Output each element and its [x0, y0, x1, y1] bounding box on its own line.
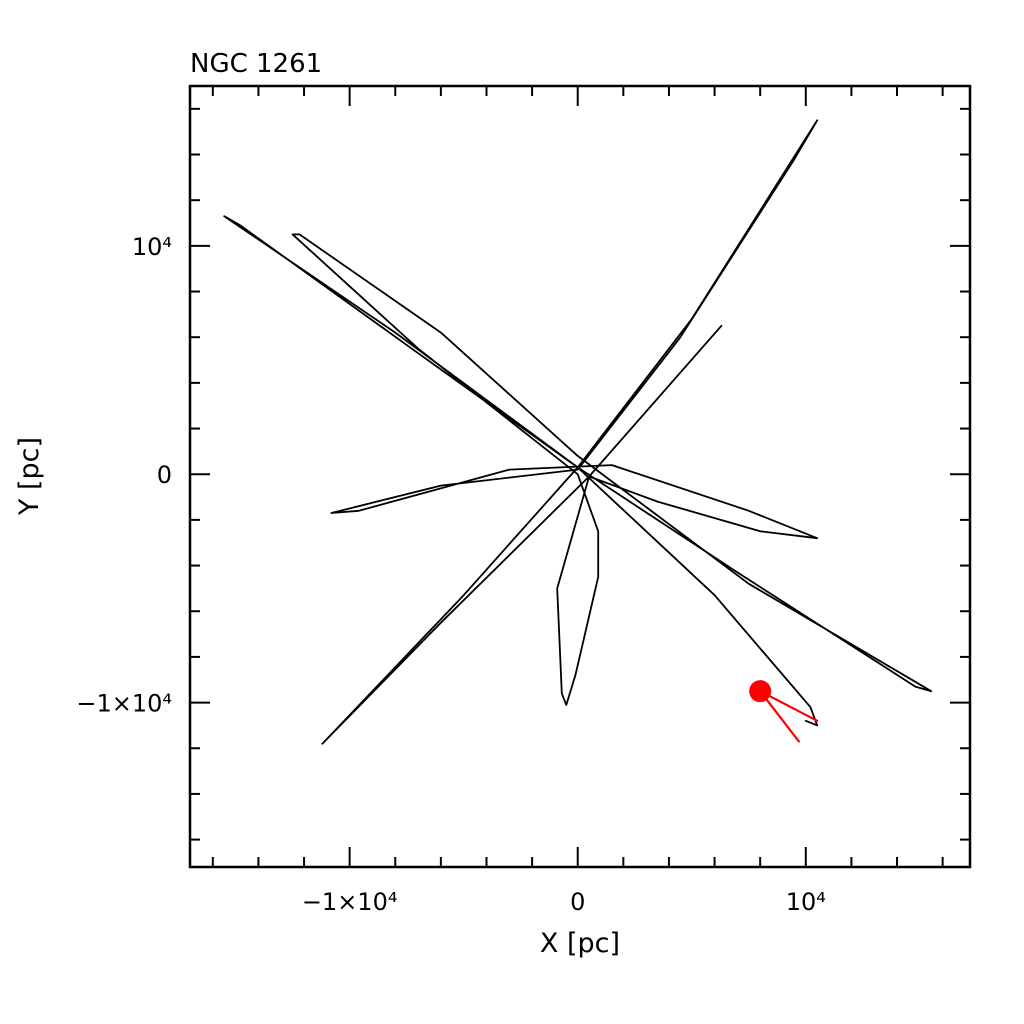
plot-frame [188, 84, 972, 869]
y-axis-label: Y [pc] [14, 437, 45, 516]
x-axis-label: X [pc] [540, 928, 620, 959]
x-tick-label: 0 [570, 888, 585, 916]
y-tick-label: −1×10⁴ [76, 690, 172, 718]
orbit-series-1 [223, 119, 933, 745]
series-layer [223, 119, 933, 745]
y-tick-label: 10⁴ [132, 233, 172, 261]
chart-title: NGC 1261 [190, 49, 322, 79]
tick-layer [190, 86, 970, 867]
y-tick-label: 0 [157, 461, 172, 489]
x-tick-label: −1×10⁴ [302, 888, 398, 916]
current-position-marker [749, 680, 772, 703]
x-tick-labels: −1×10⁴ 0 10⁴ [302, 888, 826, 916]
x-tick-label: 10⁴ [786, 888, 826, 916]
y-tick-labels: 10⁴ 0 −1×10⁴ [76, 233, 172, 718]
